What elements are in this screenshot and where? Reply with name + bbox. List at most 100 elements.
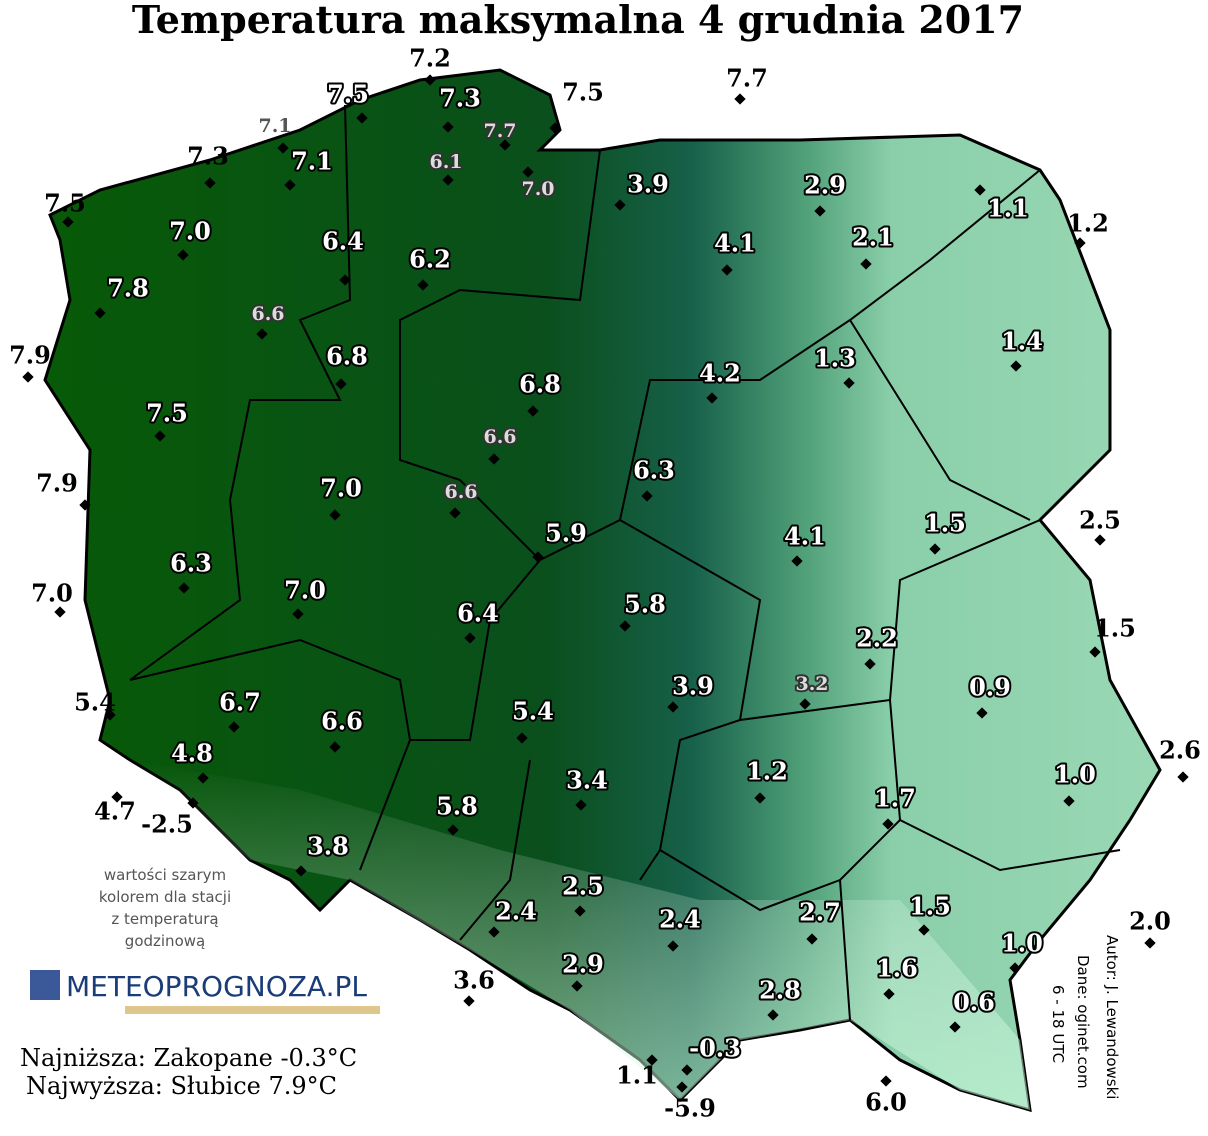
logo: METEOPROGNOZA.PL: [66, 970, 367, 1003]
station-value: 7.2: [409, 44, 451, 73]
station-value: 3.4: [566, 766, 608, 795]
station-value: 0.6: [953, 988, 995, 1017]
station-marker: [335, 378, 347, 390]
station-value: 7.0: [284, 576, 326, 605]
station-value: 7.7: [483, 120, 516, 142]
station-marker: [767, 1009, 779, 1021]
station-value: 5.8: [624, 590, 666, 619]
station-marker: [646, 1054, 658, 1066]
station-value: 5.9: [545, 519, 587, 548]
station-marker: [814, 205, 826, 217]
station-value: 5.4: [74, 688, 116, 717]
station-value: 1.2: [1067, 209, 1109, 238]
station-value: 1.6: [876, 954, 918, 983]
station-marker: [488, 453, 500, 465]
station-marker: [614, 199, 626, 211]
station-value: 5.8: [436, 792, 478, 821]
station-value: 3.6: [453, 966, 495, 995]
station-marker: [256, 328, 268, 340]
station-value: 1.5: [909, 892, 951, 921]
station-value: 6.3: [633, 456, 675, 485]
station-marker: [721, 264, 733, 276]
station-marker: [154, 430, 166, 442]
station-value: 7.8: [107, 274, 149, 303]
station-value: 4.7: [94, 797, 136, 826]
station-marker: [860, 258, 872, 270]
station-marker: [1010, 360, 1022, 372]
station-marker: [843, 377, 855, 389]
station-marker: [864, 658, 876, 670]
station-value: 6.6: [444, 481, 477, 503]
station-value: 2.7: [799, 898, 841, 927]
station-marker: [488, 926, 500, 938]
station-value: 2.4: [495, 897, 537, 926]
station-marker: [1094, 534, 1106, 546]
station-value: 7.5: [327, 80, 369, 109]
station-marker: [178, 582, 190, 594]
station-value: 2.8: [759, 976, 801, 1005]
station-marker: [799, 698, 811, 710]
station-value: 6.4: [322, 227, 364, 256]
station-marker: [284, 179, 296, 191]
station-marker: [1009, 962, 1021, 974]
station-marker: [667, 940, 679, 952]
station-value: 1.1: [616, 1061, 658, 1090]
station-value: 7.0: [169, 217, 211, 246]
station-value: 7.0: [521, 178, 554, 200]
station-value: 3.2: [795, 673, 828, 695]
station-marker: [522, 166, 534, 178]
station-value: 1.5: [924, 509, 966, 538]
station-marker: [619, 620, 631, 632]
credit: 6 - 18 UTC: [1049, 985, 1067, 1063]
station-value: 7.5: [44, 189, 86, 218]
station-value: 6.7: [219, 688, 261, 717]
station-marker: [574, 905, 586, 917]
logo-bar: [125, 1006, 380, 1014]
station-marker: [527, 405, 539, 417]
station-marker: [177, 249, 189, 261]
station-value: 1.7: [874, 784, 916, 813]
station-value: 6.6: [251, 303, 284, 325]
station-marker: [974, 184, 986, 196]
station-marker: [929, 543, 941, 555]
station-marker: [1177, 771, 1189, 783]
station-value: 6.4: [457, 599, 499, 628]
station-marker: [329, 509, 341, 521]
station-value: 7.1: [291, 147, 333, 176]
note: wartości szarym kolorem dla stacji z tem…: [99, 866, 231, 950]
station-value: 6.6: [321, 707, 363, 736]
station-value: 6.6: [483, 426, 516, 448]
station-value: 2.1: [852, 223, 894, 252]
stations: 7.27.5 7.37.1 7.76.17.5 7.77.3 7.17.07.57.0 6…: [9, 44, 1201, 1123]
station-value: 7.5: [562, 78, 604, 107]
station-marker: [918, 924, 930, 936]
station-value: 1.0: [1001, 929, 1043, 958]
note-line: z temperaturą: [111, 910, 218, 928]
title: Temperatura maksymalna 4 grudnia 2017: [132, 0, 1024, 42]
station-value: 3.8: [307, 832, 349, 861]
station-value: 6.3: [170, 549, 212, 578]
lowest: Najniższa: Zakopane -0.3°C: [20, 1044, 357, 1072]
station-value: 4.1: [784, 522, 826, 551]
station-value: 4.8: [171, 739, 213, 768]
station-marker: [292, 608, 304, 620]
station-marker: [187, 797, 199, 809]
station-marker: [575, 799, 587, 811]
station-value: 4.1: [714, 229, 756, 258]
station-value: -2.5: [141, 810, 193, 839]
station-value: 1.2: [746, 757, 788, 786]
station-value: 2.2: [856, 624, 898, 653]
station-marker: [641, 490, 653, 502]
station-marker: [204, 177, 216, 189]
station-marker: [277, 142, 289, 154]
station-marker: [1089, 646, 1101, 658]
station-value: 7.3: [439, 84, 481, 113]
station-marker: [295, 865, 307, 877]
station-marker: [754, 792, 766, 804]
station-value: 7.0: [31, 579, 73, 608]
station-marker: [734, 93, 746, 105]
station-marker: [1063, 795, 1075, 807]
station-value: 6.2: [409, 245, 451, 274]
station-value: 6.8: [519, 370, 561, 399]
